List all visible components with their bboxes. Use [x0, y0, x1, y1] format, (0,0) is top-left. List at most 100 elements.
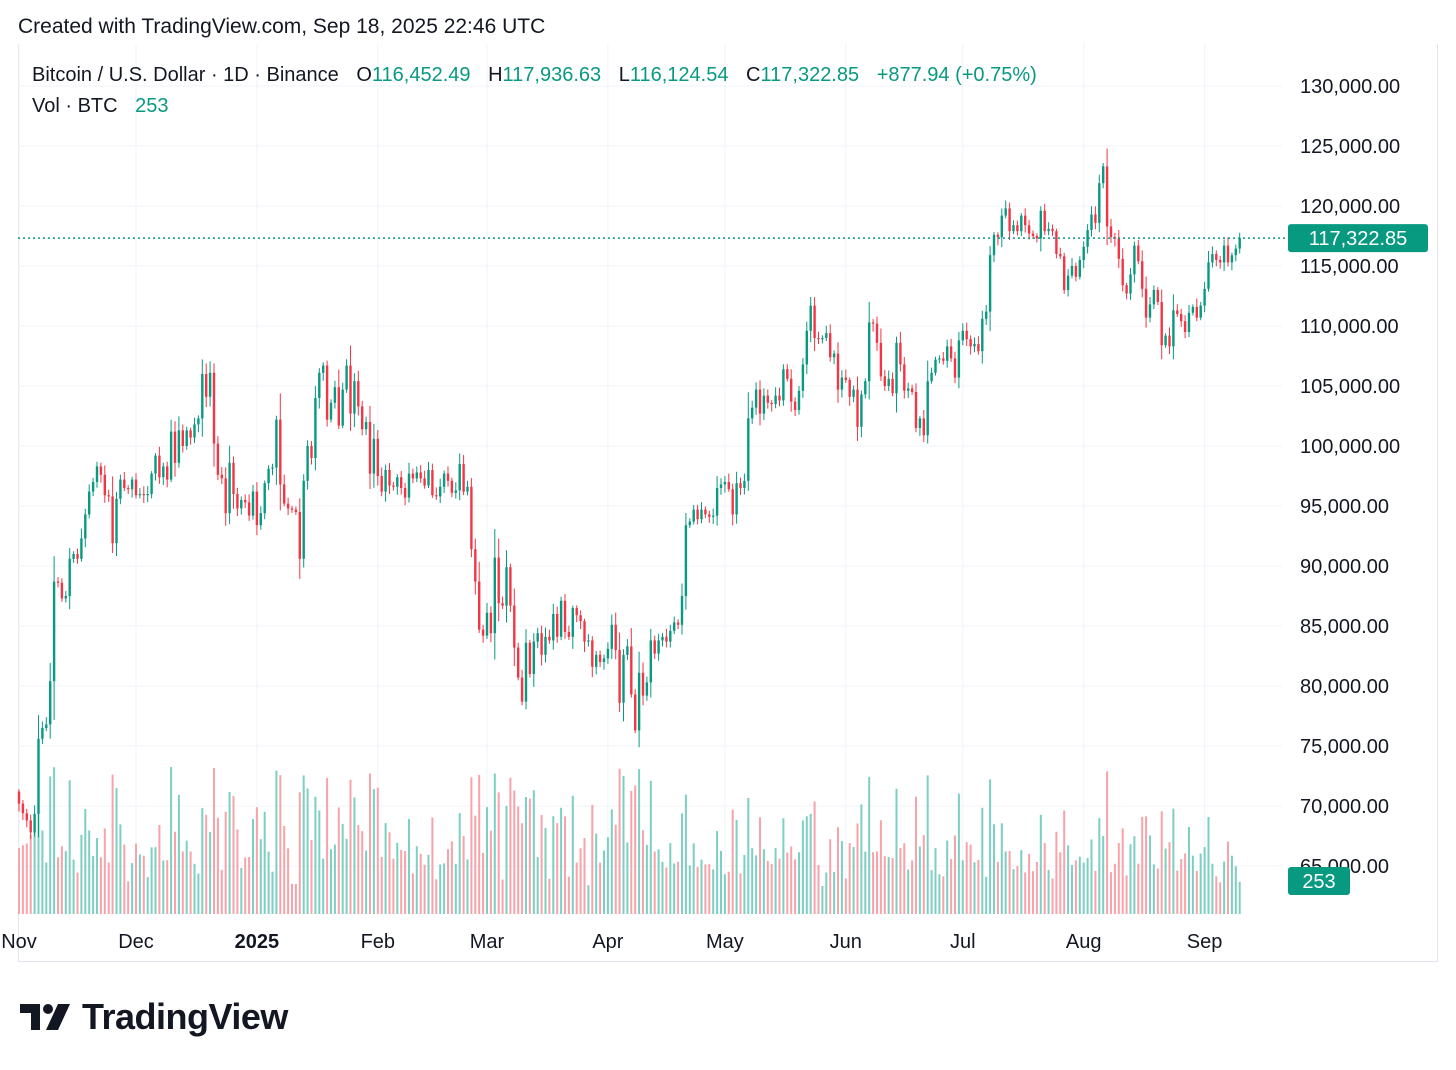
volume-bar	[1238, 882, 1241, 914]
volume-bar	[1004, 851, 1007, 914]
candle-body	[166, 466, 169, 480]
symbol-title[interactable]: Bitcoin / U.S. Dollar · 1D · Binance	[32, 64, 339, 86]
volume-bar	[1098, 818, 1101, 914]
volume-bar	[1141, 816, 1144, 914]
volume-bar	[696, 866, 699, 914]
candle-body	[25, 813, 28, 821]
candle-body	[805, 330, 808, 365]
candle-body	[216, 443, 220, 475]
volume-bar	[302, 775, 305, 914]
volume-bar	[552, 816, 555, 914]
candle-body	[992, 234, 996, 256]
candle-body	[1148, 304, 1152, 318]
volume-bar	[423, 864, 426, 914]
candle-body	[95, 466, 99, 482]
candle-body	[1183, 321, 1187, 332]
volume-label[interactable]: Vol · BTC	[32, 95, 118, 117]
volume-bar	[532, 790, 535, 914]
candle-body	[614, 624, 617, 650]
volume-bar	[934, 848, 937, 914]
volume-bar	[805, 816, 808, 914]
candle-body	[193, 424, 196, 438]
volume-bar	[1184, 853, 1187, 914]
candle-body	[579, 615, 582, 622]
candle-body	[341, 389, 344, 426]
volume-bar	[263, 811, 266, 914]
volume-bar	[1160, 811, 1163, 914]
volume-bar	[642, 830, 644, 914]
candle-body	[247, 502, 251, 516]
candle-body	[84, 514, 87, 539]
volume-bar	[298, 792, 301, 914]
volume-bar	[201, 808, 204, 914]
volume-bar	[345, 838, 348, 914]
candle-body	[692, 509, 695, 522]
close-value: 117,322.85	[760, 64, 860, 86]
candle-body	[481, 629, 485, 636]
volume-bar	[68, 780, 71, 914]
candle-body	[637, 672, 641, 731]
volume-bar	[209, 832, 212, 914]
volume-bar	[817, 864, 820, 914]
volume-bar	[1071, 865, 1073, 914]
candle-body	[1164, 335, 1167, 346]
candle-body	[949, 346, 953, 359]
time-axis: Nov Dec 2025 Feb Mar Apr May Jun Jul Aug Sep	[1, 931, 1222, 953]
tradingview-logo-text: TradingView	[82, 996, 288, 1037]
candle-body	[852, 389, 855, 397]
candle-body	[1043, 210, 1046, 232]
candle-body	[138, 494, 142, 496]
volume-bar	[185, 840, 188, 914]
time-tick-label: Feb	[361, 931, 395, 953]
last-price-tag-text: 117,322.85	[1309, 228, 1408, 250]
candle-body	[1219, 260, 1222, 263]
time-tick-label: May	[706, 931, 744, 953]
volume-bar	[232, 796, 235, 914]
volume-bar	[174, 831, 176, 914]
candle-body	[583, 621, 586, 642]
candle-body	[271, 467, 274, 469]
candle-body	[524, 642, 528, 702]
candle-body	[914, 392, 918, 428]
candle-body	[493, 557, 496, 634]
candle-body	[778, 395, 781, 401]
volume-bar	[564, 816, 566, 914]
candle-body	[415, 472, 418, 479]
btc-candlestick-chart[interactable]: 130,000.00 125,000.00 120,000.00 115,000.00…	[0, 0, 1456, 970]
candle-body	[1199, 305, 1202, 318]
candle-body	[630, 646, 633, 695]
volume-bar	[825, 872, 828, 914]
open-value: 116,452.49	[371, 64, 471, 86]
volume-bar	[942, 876, 945, 914]
volume-bar	[513, 790, 516, 914]
candle-body	[318, 372, 321, 398]
volume-bar	[864, 851, 867, 914]
volume-bar	[1164, 848, 1167, 914]
volume-bar	[782, 818, 785, 914]
candle-body	[1176, 310, 1179, 314]
volume-bar	[357, 825, 360, 914]
candle-body	[996, 234, 1000, 238]
candle-body	[462, 464, 465, 492]
candle-body	[1078, 260, 1081, 277]
candle-body	[743, 480, 746, 488]
volume-bar	[255, 807, 258, 914]
tradingview-logo[interactable]: TradingView	[20, 996, 288, 1038]
candle-body	[829, 333, 832, 358]
volume-bar	[887, 857, 890, 914]
candle-body	[856, 389, 859, 427]
volume-bar	[868, 776, 871, 914]
volume-bar	[37, 797, 40, 914]
volume-bar	[790, 846, 793, 914]
volume-bar	[41, 830, 44, 914]
volume-bar	[419, 853, 422, 914]
candle-body	[72, 554, 75, 559]
low-label: L	[618, 64, 630, 86]
candle-body	[298, 512, 301, 559]
candle-body	[1215, 254, 1218, 260]
candle-body	[407, 473, 411, 498]
volume-bar	[115, 788, 118, 914]
volume-bar	[279, 775, 282, 914]
volume-bar	[96, 838, 98, 914]
candle-body	[509, 567, 512, 606]
